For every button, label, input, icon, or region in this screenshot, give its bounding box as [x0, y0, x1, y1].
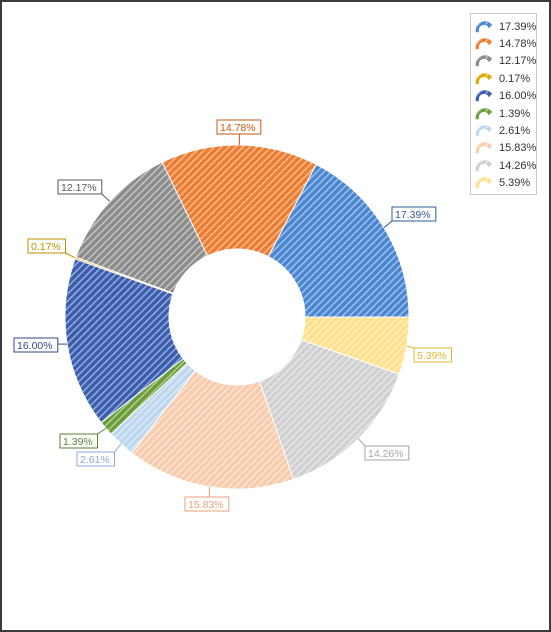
data-label-box-1 — [391, 206, 437, 222]
legend-swatch-icon — [475, 125, 493, 137]
legend-item-3: 12.17% — [471, 53, 536, 70]
data-label-box-4 — [27, 238, 66, 254]
legend-swatch-icon — [475, 90, 493, 102]
legend-swatch-icon — [475, 160, 493, 172]
legend-item-2: 14.78% — [471, 35, 536, 52]
slice-2 — [161, 144, 317, 258]
leader-line-4 — [65, 252, 76, 259]
legend-label: 0.17% — [499, 72, 531, 85]
data-label-box-6 — [59, 433, 98, 449]
slice-9 — [258, 338, 400, 481]
data-label-1: 17.39% — [395, 209, 431, 221]
slices-group — [64, 144, 410, 490]
data-label-2: 14.78% — [220, 122, 256, 134]
legend-item-10: 5.39% — [471, 175, 536, 192]
chart-legend: 17.39% 14.78% 12.17% 0.17% 16.00% 1.39% 2.61% 1… — [470, 13, 537, 195]
legend-swatch-icon — [475, 107, 493, 119]
data-label-box-9 — [364, 445, 410, 461]
legend-swatch-icon — [475, 20, 493, 32]
legend-item-5: 16.00% — [471, 88, 536, 105]
legend-swatch-icon — [475, 38, 493, 50]
data-label-box-3 — [57, 179, 103, 195]
legend-item-6: 1.39% — [471, 105, 536, 122]
data-label-4: 0.17% — [31, 241, 61, 253]
legend-label: 17.39% — [499, 20, 537, 33]
data-label-5: 16.00% — [17, 340, 53, 352]
legend-label: 15.83% — [499, 142, 537, 155]
data-label-6: 1.39% — [63, 436, 93, 448]
legend-label: 2.61% — [499, 125, 531, 138]
leader-line-9 — [358, 438, 366, 447]
legend-label: 12.17% — [499, 55, 537, 68]
legend-item-1: 17.39% — [471, 18, 536, 35]
data-label-8: 15.83% — [188, 499, 224, 511]
legend-item-7: 2.61% — [471, 122, 536, 139]
legend-swatch-icon — [475, 142, 493, 154]
slice-1 — [267, 163, 410, 318]
data-label-box-10 — [413, 347, 452, 363]
slice-3 — [75, 161, 209, 294]
slice-8 — [131, 370, 295, 490]
legend-label: 16.00% — [499, 90, 537, 103]
legend-swatch-icon — [475, 177, 493, 189]
legend-item-8: 15.83% — [471, 140, 536, 157]
data-label-10: 5.39% — [417, 350, 447, 362]
slice-10 — [300, 316, 410, 375]
leader-line-7 — [114, 443, 122, 453]
legend-item-4: 0.17% — [471, 70, 536, 87]
data-label-9: 14.26% — [368, 448, 404, 460]
leader-line-6 — [97, 427, 107, 435]
data-label-box-8 — [184, 496, 230, 512]
data-labels-group: 17.39% 14.78% 12.17% 0.17% 16.00% 1.39% 2.61% 1… — [13, 119, 452, 512]
leader-line-3 — [101, 193, 111, 202]
leader-lines-group — [57, 134, 415, 497]
legend-item-9: 14.26% — [471, 157, 536, 174]
leader-line-10 — [406, 345, 415, 349]
data-label-3: 12.17% — [61, 182, 97, 194]
legend-label: 14.26% — [499, 159, 537, 172]
legend-label: 5.39% — [499, 177, 531, 190]
data-label-7: 2.61% — [80, 454, 110, 466]
legend-swatch-icon — [475, 55, 493, 67]
legend-swatch-icon — [475, 73, 493, 85]
data-label-box-7 — [76, 451, 115, 467]
data-label-box-2 — [216, 119, 262, 135]
data-label-box-5 — [13, 337, 59, 353]
leader-line-1 — [383, 220, 393, 229]
legend-label: 14.78% — [499, 38, 537, 51]
legend-label: 1.39% — [499, 107, 531, 120]
